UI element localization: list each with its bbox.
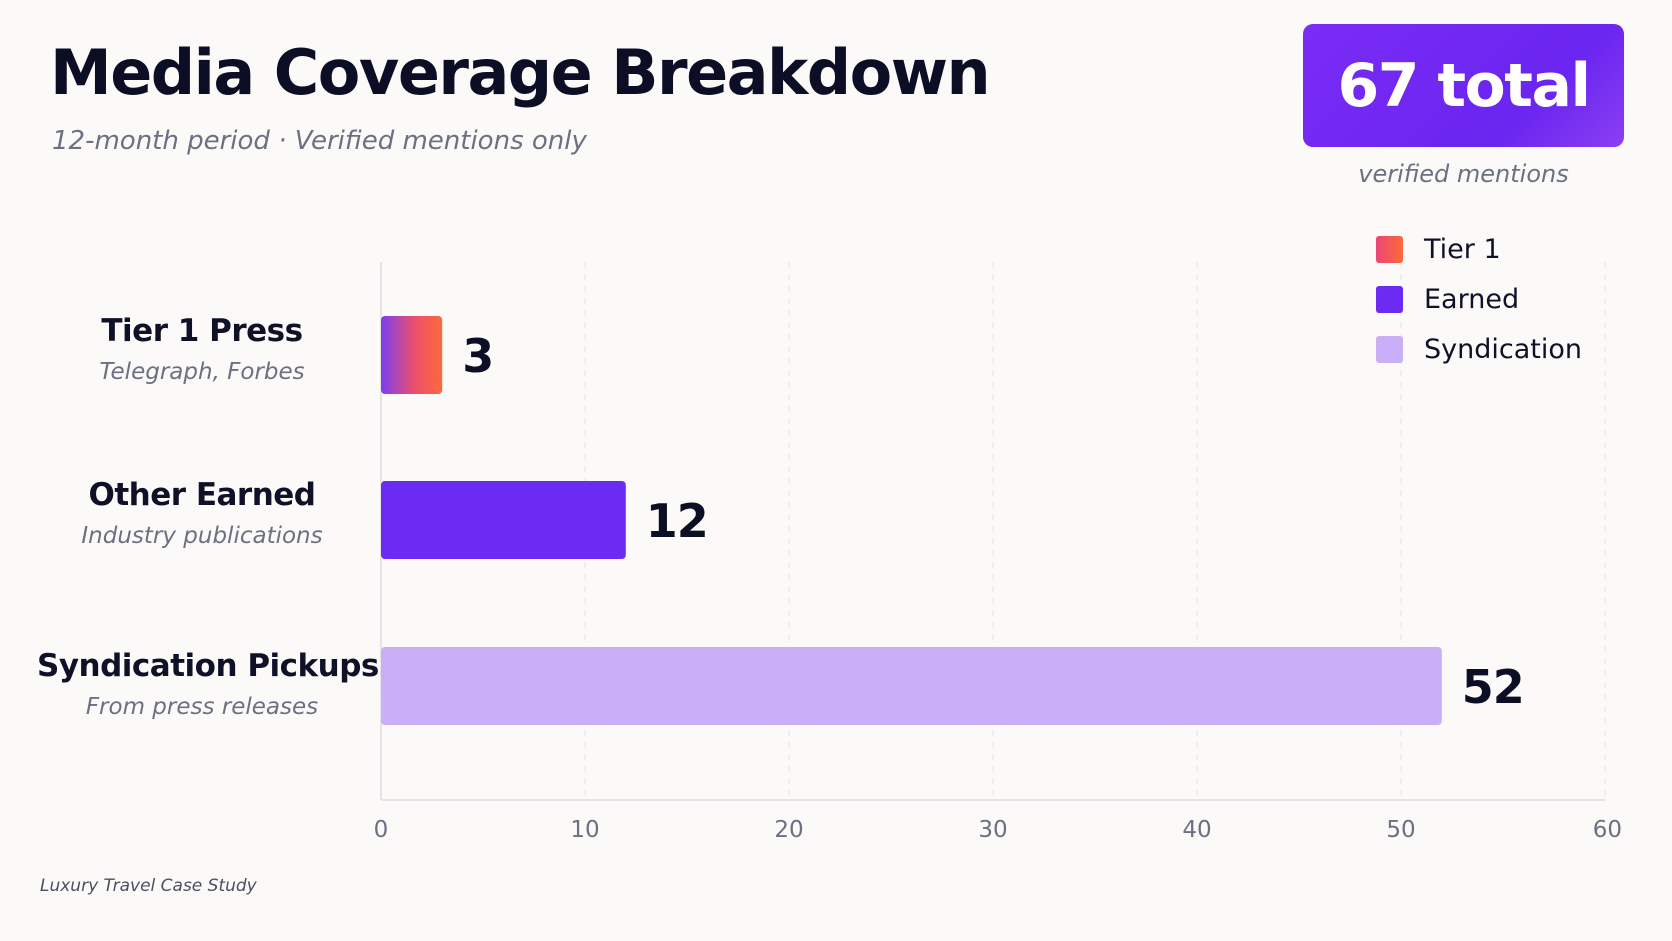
legend-item-earned: Earned	[1376, 284, 1582, 315]
x-tick-label: 10	[570, 817, 599, 843]
category-description: Telegraph, Forbes	[99, 359, 305, 385]
legend-item-syndication: Syndication	[1376, 334, 1582, 365]
legend-swatch	[1376, 336, 1403, 363]
legend-swatch	[1376, 236, 1403, 263]
x-tick-label: 50	[1386, 817, 1415, 843]
category-description: Industry publications	[81, 523, 323, 549]
legend-label: Earned	[1424, 284, 1520, 315]
bar-3	[381, 647, 1442, 725]
category-name: Syndication Pickups	[37, 648, 379, 684]
bar-value-label: 52	[1462, 660, 1524, 714]
category-label-syndication: Syndication Pickups From press releases	[37, 648, 379, 720]
footer-note: Luxury Travel Case Study	[40, 876, 257, 896]
category-description: From press releases	[85, 694, 319, 720]
legend-swatch	[1376, 286, 1403, 313]
x-tick-label: 40	[1182, 817, 1211, 843]
category-label-tier1: Tier 1 Press Telegraph, Forbes	[37, 313, 367, 385]
total-value: 67 total	[1337, 50, 1591, 121]
page-subtitle: 12-month period · Verified mentions only	[52, 126, 587, 156]
legend-item-tier1: Tier 1	[1376, 234, 1582, 265]
bar-value-label: 3	[462, 329, 493, 383]
bar-2	[381, 481, 626, 559]
chart-legend: Tier 1 Earned Syndication	[1376, 234, 1582, 386]
x-tick-label: 20	[774, 817, 803, 843]
bar-1	[381, 316, 443, 394]
total-caption: verified mentions	[1358, 160, 1569, 188]
category-name: Other Earned	[88, 477, 316, 513]
x-tick-label: 30	[978, 817, 1007, 843]
total-badge: 67 total	[1303, 24, 1624, 147]
legend-label: Syndication	[1424, 334, 1582, 365]
category-name: Tier 1 Press	[101, 313, 303, 349]
bar-value-label: 12	[646, 494, 708, 548]
x-tick-label: 0	[374, 817, 389, 843]
page-title: Media Coverage Breakdown	[50, 36, 991, 109]
x-tick-label: 60	[1593, 817, 1622, 843]
legend-label: Tier 1	[1424, 234, 1501, 265]
category-label-earned: Other Earned Industry publications	[37, 477, 367, 549]
